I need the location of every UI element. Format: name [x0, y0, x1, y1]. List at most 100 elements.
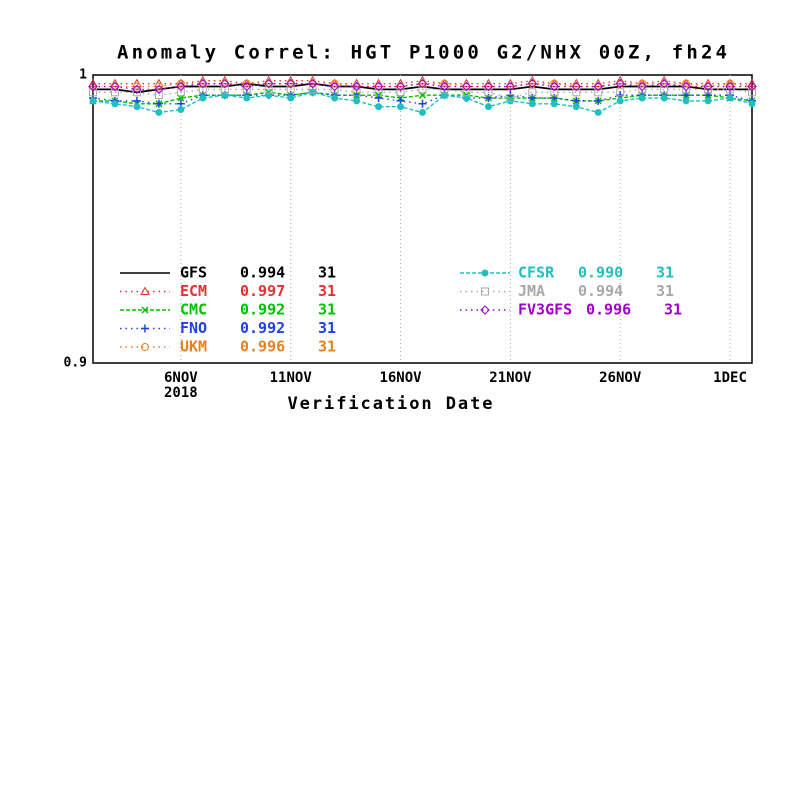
series-line [93, 88, 753, 99]
marker [264, 78, 274, 89]
marker [726, 85, 735, 94]
marker [616, 88, 625, 97]
marker [417, 78, 428, 89]
legend-mean: 0.994 [240, 264, 285, 282]
x-tick-label: 1DEC [713, 370, 747, 386]
marker [616, 97, 624, 105]
marker [439, 81, 450, 92]
marker [220, 85, 229, 94]
marker [418, 85, 427, 94]
marker [110, 88, 119, 97]
marker [528, 88, 537, 97]
marker [89, 88, 97, 97]
marker [397, 103, 405, 111]
legend-count: 31 [318, 282, 336, 300]
marker [506, 97, 514, 105]
marker [682, 85, 691, 94]
marker [572, 103, 580, 111]
marker [264, 85, 273, 94]
marker [462, 94, 470, 102]
marker [660, 85, 669, 94]
marker [481, 287, 489, 296]
legend-mean: 0.990 [578, 264, 623, 282]
marker [352, 88, 361, 97]
marker [177, 106, 185, 114]
marker [308, 85, 317, 94]
x-tick-label: 26NOV [599, 370, 642, 386]
marker [111, 100, 119, 108]
marker [704, 85, 713, 94]
marker [141, 343, 149, 351]
marker [220, 78, 230, 89]
marker [374, 88, 383, 97]
legend-mean: 0.994 [578, 282, 623, 300]
x-tick-label: 11NOV [270, 370, 313, 386]
marker [154, 84, 164, 95]
marker [483, 81, 494, 92]
legend-mean: 0.996 [586, 301, 631, 319]
legend-count: 31 [318, 319, 336, 337]
marker [506, 94, 515, 103]
marker [484, 103, 492, 111]
marker [307, 78, 318, 89]
x-axis-label: Verification Date [288, 394, 493, 414]
legend-count: 31 [318, 338, 336, 356]
legend-count: 31 [318, 264, 336, 282]
marker [373, 81, 384, 92]
marker [615, 78, 625, 89]
marker [550, 88, 559, 97]
x-year-label: 2018 [164, 385, 198, 401]
marker [351, 81, 362, 92]
legend-name: UKM [180, 338, 207, 356]
marker [480, 305, 490, 315]
marker [461, 81, 472, 92]
marker [571, 81, 581, 92]
legend-mean: 0.997 [240, 282, 285, 300]
marker [396, 88, 405, 97]
marker [638, 94, 646, 102]
marker [154, 99, 163, 108]
marker [527, 78, 538, 89]
legend-name: JMA [518, 282, 545, 300]
marker [375, 103, 383, 111]
marker [505, 81, 516, 92]
marker [395, 81, 406, 92]
marker [88, 81, 98, 92]
legend-name: FNO [180, 319, 207, 337]
legend-name: GFS [180, 264, 207, 282]
marker [89, 97, 97, 105]
y-tick-label: 1 [79, 68, 87, 83]
marker [682, 97, 690, 105]
marker [704, 97, 712, 105]
legend-name: CFSR [518, 264, 555, 282]
marker [549, 81, 560, 92]
marker [481, 269, 489, 277]
marker [353, 97, 361, 105]
marker [550, 100, 558, 108]
marker [329, 81, 340, 92]
plot-frame [92, 74, 753, 364]
marker [331, 94, 339, 102]
marker [594, 108, 602, 116]
x-tick-label: 21NOV [489, 370, 532, 386]
legend-mean: 0.992 [240, 301, 285, 319]
marker [725, 81, 735, 92]
marker [285, 78, 296, 89]
marker [572, 88, 581, 97]
marker [155, 108, 163, 116]
y-tick-label: 0.9 [64, 356, 87, 371]
marker [198, 85, 207, 94]
marker [484, 88, 493, 97]
marker [140, 286, 150, 295]
marker [133, 103, 141, 111]
marker [110, 81, 120, 92]
x-tick-label: 6NOV [164, 370, 198, 386]
marker [242, 81, 252, 92]
chart-title: Anomaly Correl: HGT P1000 G2/NHX 00Z, fh… [117, 42, 727, 64]
marker [594, 96, 603, 105]
marker [637, 81, 647, 92]
legend-name: ECM [180, 282, 207, 300]
legend-count: 31 [656, 282, 674, 300]
marker [748, 88, 756, 97]
